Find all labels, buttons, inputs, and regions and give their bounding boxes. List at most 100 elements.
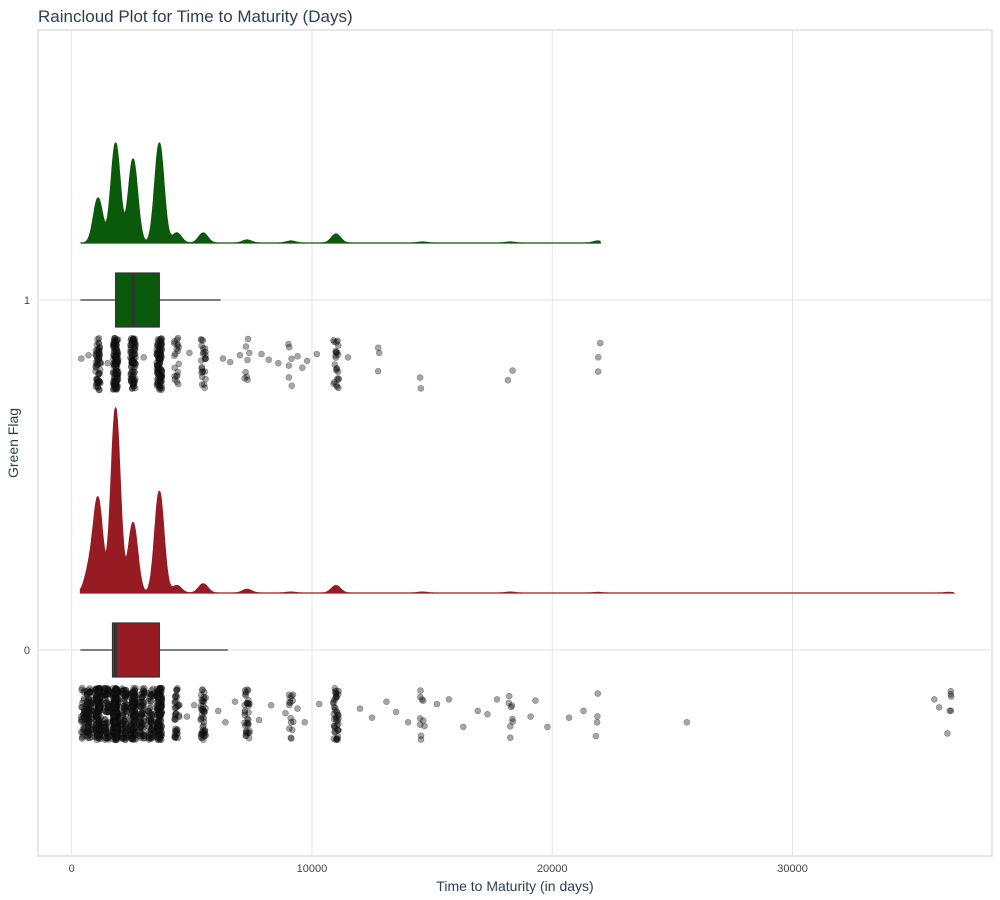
rain-point [129,691,137,699]
rain-point [110,380,117,388]
rain-point [92,725,99,733]
rain-point [83,692,91,699]
rain-point [92,728,100,735]
rain-point [111,705,118,713]
rain-point [154,381,162,389]
rain-point [111,362,118,369]
rain-point [121,692,129,700]
rain-point [114,350,122,358]
rain-point [131,335,139,343]
rain-point [132,712,139,720]
rain-point [109,708,117,716]
rain-point [111,377,118,384]
rain-point [85,712,93,720]
rain-point [130,697,138,705]
rain-point [110,724,117,731]
rain-point [79,725,87,733]
rain-point [137,722,144,730]
rain-point [109,386,117,393]
rain-point [112,694,120,701]
rain-point [94,698,102,705]
rain-point [84,725,92,733]
rain-point [129,691,137,698]
rain-point [88,720,95,728]
rain-point [173,378,181,386]
rain-point [104,708,111,716]
rain-point [111,715,118,723]
rain-point [111,711,119,718]
rain-point [84,722,92,729]
rain-point [155,360,163,368]
rain-point [93,349,101,356]
rain-point [114,725,122,733]
rain-point [114,728,122,735]
rain-point [83,716,90,724]
rain-point [294,705,301,712]
rain-point [95,719,103,727]
rain-point [244,700,252,707]
rain-point [153,351,161,359]
rain-point [114,709,121,716]
rain-point [95,690,103,698]
rain-point [95,379,103,387]
rain-point [121,707,128,715]
rain-point [95,386,103,394]
rain-point [119,712,127,720]
rain-point [85,705,93,713]
rain-point [157,378,164,386]
rain-point [123,701,130,709]
rain-point [95,340,103,348]
rain-point [114,724,122,731]
rain-point [103,691,110,699]
rain-point [95,721,103,729]
rain-point [114,377,121,385]
rain-point [82,702,90,710]
rain-point [113,733,121,740]
rain-point [130,717,138,724]
rain-point [174,734,182,742]
rain-point [86,729,93,736]
rain-point [245,734,253,742]
rain-point [332,348,340,356]
rain-point [94,714,101,722]
rain-point [93,706,101,714]
rain-point [334,342,342,349]
rain-point [155,365,163,373]
rain-point [154,339,162,346]
rain-point [113,689,121,696]
rain-point [242,727,250,735]
rain-point [158,345,165,353]
rain-point [110,709,118,717]
rain-point [113,370,121,378]
rain-point [129,336,137,343]
rain-point [95,698,102,706]
rain-point [112,715,119,722]
rain-point [128,735,136,742]
rain-point [111,719,118,727]
rain-point [127,729,134,737]
rain-point [130,720,137,728]
rain-point [118,695,126,703]
rain-point [97,701,104,709]
rain-point [103,704,111,712]
rain-point [109,699,117,707]
rain-point [219,355,227,362]
rain-point [153,380,161,388]
rain-point [112,714,119,721]
rain-point [129,725,136,733]
rain-point [109,369,117,377]
rain-point [113,725,120,733]
rain-point [122,735,129,743]
rain-point [155,354,162,362]
rain-point [156,386,163,393]
rain-point [112,701,119,709]
rain-point [85,707,92,715]
rain-point [156,374,163,382]
rain-point [173,336,181,344]
rain-point [87,706,94,713]
rain-point [111,341,118,349]
rain-point [92,687,99,695]
rain-point [109,735,117,743]
rain-point [87,729,95,737]
rain-point [113,736,121,744]
